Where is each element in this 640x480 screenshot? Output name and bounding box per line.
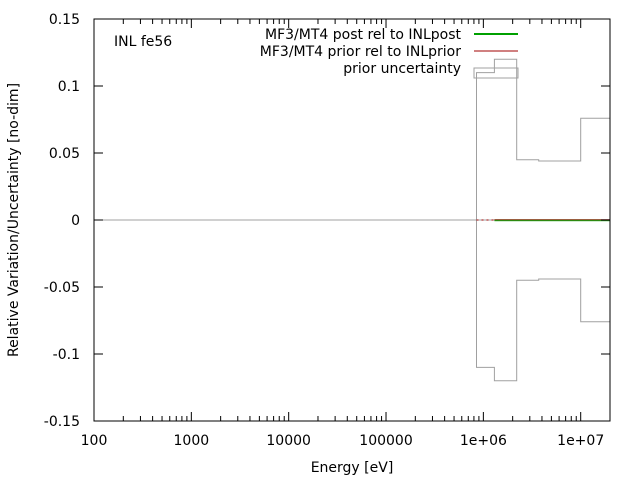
y-tick-label: -0.05 <box>44 280 80 296</box>
data-marks <box>94 58 610 382</box>
legend-swatch <box>473 67 519 79</box>
legend-label: prior uncertainty <box>343 61 461 77</box>
y-axis-label: Relative Variation/Uncertainty [no-dim] <box>6 83 22 357</box>
y-tick-label: 0.1 <box>58 79 80 95</box>
x-tick-label: 1e+07 <box>557 433 604 449</box>
legend-label: MF3/MT4 prior rel to INLprior <box>260 44 461 60</box>
axis-ticks: 100 1000 10000 100000 1e+06 1e+07 0.15 0.1 0.05 0… <box>44 12 611 449</box>
y-tick-label: 0.05 <box>49 146 80 162</box>
prior-uncertainty-upper <box>94 58 610 221</box>
x-tick-label: 100000 <box>359 433 412 449</box>
y-tick-label: 0.15 <box>49 12 80 28</box>
x-axis-label: Energy [eV] <box>311 460 394 476</box>
legend-label: MF3/MT4 post rel to INLpost <box>265 27 461 43</box>
y-tick-label: -0.1 <box>53 347 80 363</box>
y-tick-label: -0.15 <box>44 414 80 430</box>
y-tick-label: 0 <box>71 213 80 229</box>
x-tick-label: 100 <box>81 433 108 449</box>
x-tick-label: 1e+06 <box>460 433 507 449</box>
chart-annotation: INL fe56 <box>114 34 172 50</box>
x-tick-label: 10000 <box>266 433 311 449</box>
x-tick-label: 1000 <box>174 433 210 449</box>
prior-uncertainty-lower <box>94 219 610 382</box>
